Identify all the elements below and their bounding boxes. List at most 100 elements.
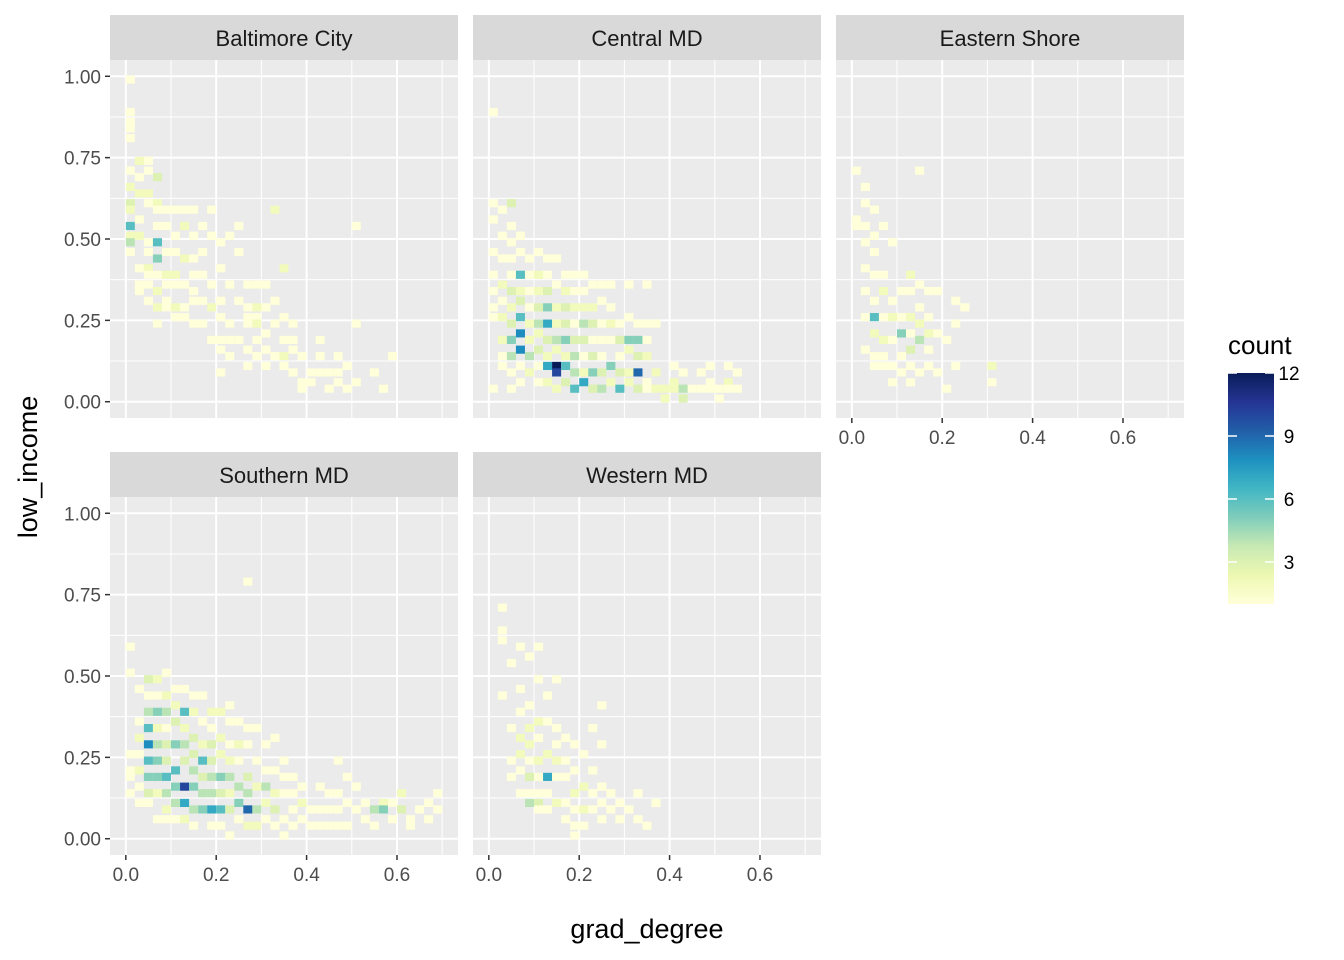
heatmap-bin	[669, 361, 679, 370]
heatmap-bin	[180, 798, 190, 807]
heatmap-bin	[588, 766, 598, 775]
heatmap-bin	[171, 684, 181, 694]
heatmap-bin	[225, 231, 235, 240]
heatmap-bin	[906, 345, 916, 354]
facet-panel-southern-md: Southern MD 0.00 0.25 0.50 0.75 1.00 0.0 0.2 0.4…	[64, 452, 458, 886]
heatmap-bin	[534, 789, 544, 798]
heatmap-bin	[597, 368, 607, 377]
heatmap-bin	[143, 675, 153, 684]
heatmap-bin	[351, 805, 361, 814]
heatmap-bin	[579, 303, 589, 312]
heatmap-bin	[125, 117, 135, 126]
heatmap-bin	[497, 335, 507, 344]
heatmap-bin	[543, 287, 553, 296]
heatmap-bin	[552, 798, 562, 807]
heatmap-bin	[497, 296, 507, 305]
heatmap-bin	[243, 740, 253, 749]
heatmap-bin	[198, 772, 208, 781]
heatmap-bin	[488, 247, 498, 257]
x-tick-label: 0.0	[476, 865, 502, 886]
heatmap-bin	[261, 361, 271, 370]
heatmap-bin	[633, 335, 643, 344]
heatmap-bin	[606, 789, 616, 798]
heatmap-bin	[225, 701, 235, 710]
heatmap-bin	[342, 772, 352, 781]
heatmap-bin	[524, 652, 535, 661]
heatmap-bin	[561, 270, 571, 279]
heatmap-bin	[543, 750, 553, 759]
heatmap-bin	[387, 815, 397, 824]
heatmap-bin	[615, 368, 625, 377]
heatmap-bin	[225, 335, 235, 344]
heatmap-bin	[534, 798, 544, 807]
heatmap-bin	[134, 231, 144, 240]
heatmap-bin	[143, 264, 153, 273]
heatmap-bin	[887, 313, 898, 322]
heatmap-bin	[216, 313, 226, 322]
heatmap-bin	[198, 221, 208, 231]
heatmap-bin	[597, 740, 607, 749]
heatmap-bin	[570, 384, 580, 393]
heatmap-bin	[161, 772, 172, 781]
heatmap-bin	[705, 361, 715, 370]
heatmap-bin	[125, 789, 135, 798]
heatmap-bin	[497, 231, 507, 240]
heatmap-bin	[225, 352, 235, 361]
facet-panel-western-md: Western MD 0.0 0.2 0.4 0.6	[473, 452, 821, 886]
facet-panel-baltimore-city: Baltimore City 0.00 0.25 0.50 0.75 1.00	[64, 15, 458, 418]
heatmap-bin	[171, 313, 181, 322]
heatmap-bin	[906, 378, 916, 387]
heatmap-bin	[125, 205, 135, 214]
heatmap-bin	[161, 805, 172, 814]
heatmap-bin	[243, 280, 253, 289]
heatmap-bin	[924, 329, 934, 338]
heatmap-bin	[161, 707, 172, 716]
heatmap-bin	[225, 740, 235, 749]
heatmap-bin	[152, 199, 162, 208]
heatmap-bin	[915, 368, 925, 377]
heatmap-bin	[506, 352, 516, 361]
heatmap-bin	[534, 345, 544, 354]
heatmap-bin	[860, 264, 870, 273]
heatmap-bin	[152, 707, 162, 716]
heatmap-bin	[714, 394, 724, 403]
heatmap-bin	[552, 319, 562, 328]
heatmap-bin	[180, 280, 190, 289]
heatmap-bin	[288, 821, 298, 830]
heatmap-bin	[506, 772, 516, 781]
heatmap-bin	[306, 368, 316, 377]
heatmap-bin	[279, 313, 289, 322]
heatmap-bin	[597, 701, 607, 710]
heatmap-bin	[225, 717, 235, 726]
heatmap-bin	[597, 296, 607, 305]
heatmap-bin	[216, 368, 226, 377]
heatmap-bin	[606, 303, 616, 312]
heatmap-bin	[597, 798, 607, 807]
heatmap-bin	[651, 798, 661, 807]
heatmap-bin	[552, 345, 562, 354]
heatmap-bin	[723, 384, 733, 393]
heatmap-bin	[171, 701, 181, 710]
heatmap-bin	[180, 782, 190, 791]
heatmap-bin	[270, 805, 280, 814]
heatmap-bin	[216, 733, 226, 742]
heatmap-bin	[579, 821, 589, 830]
heatmap-bin	[597, 384, 607, 393]
heatmap-bin	[252, 352, 262, 361]
heatmap-bin	[506, 287, 516, 296]
heatmap-bin	[297, 815, 307, 824]
heatmap-bin	[588, 303, 598, 312]
heatmap-bin	[723, 361, 733, 370]
heatmap-bin	[506, 319, 516, 328]
heatmap-bin	[515, 766, 525, 775]
heatmap-bin	[906, 361, 916, 370]
heatmap-bin	[860, 345, 870, 354]
heatmap-bin	[306, 821, 316, 830]
heatmap-bin	[143, 798, 153, 807]
heatmap-bin	[732, 384, 742, 393]
heatmap-bin	[534, 378, 544, 387]
heatmap-bin	[570, 740, 580, 749]
heatmap-bin	[234, 740, 244, 749]
heatmap-bin	[143, 199, 153, 208]
heatmap-bin	[171, 798, 181, 807]
